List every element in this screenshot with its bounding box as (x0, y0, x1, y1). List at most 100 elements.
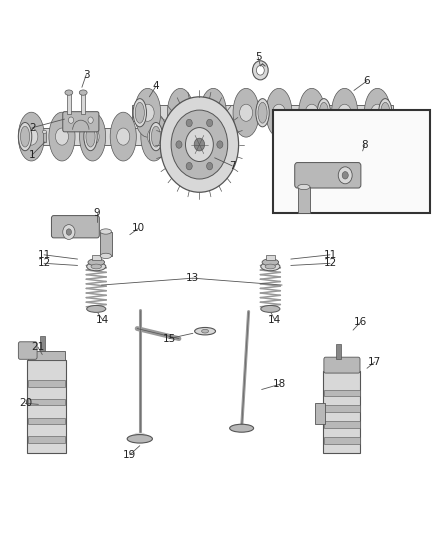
Ellipse shape (174, 104, 187, 122)
Ellipse shape (18, 123, 32, 151)
Ellipse shape (299, 88, 325, 137)
Ellipse shape (240, 104, 253, 122)
Bar (28, 436, 65, 442)
Ellipse shape (378, 99, 392, 127)
Ellipse shape (319, 102, 328, 123)
Text: 8: 8 (361, 140, 368, 150)
Circle shape (338, 167, 352, 184)
Bar (323, 371, 360, 453)
Ellipse shape (200, 88, 226, 137)
Ellipse shape (141, 104, 154, 122)
Ellipse shape (230, 424, 254, 432)
Ellipse shape (202, 112, 228, 161)
Circle shape (207, 163, 213, 170)
Text: 2: 2 (29, 123, 36, 133)
Ellipse shape (233, 88, 259, 137)
Bar (324, 406, 360, 412)
Text: 17: 17 (368, 357, 381, 367)
Ellipse shape (133, 99, 146, 127)
Circle shape (63, 224, 75, 239)
Circle shape (253, 61, 268, 80)
Ellipse shape (127, 434, 152, 443)
Ellipse shape (338, 104, 351, 122)
Ellipse shape (100, 229, 112, 234)
Ellipse shape (152, 126, 161, 147)
Ellipse shape (149, 123, 162, 151)
Bar (40, 336, 45, 351)
Ellipse shape (167, 88, 194, 137)
Ellipse shape (265, 264, 276, 269)
Text: 5: 5 (255, 52, 261, 62)
Text: 20: 20 (19, 398, 32, 408)
Text: 18: 18 (273, 379, 286, 389)
FancyBboxPatch shape (51, 216, 99, 238)
Ellipse shape (371, 104, 384, 122)
Text: 11: 11 (323, 250, 337, 260)
Ellipse shape (56, 128, 68, 145)
Circle shape (186, 163, 192, 170)
Ellipse shape (266, 88, 292, 137)
FancyBboxPatch shape (324, 357, 360, 373)
Circle shape (217, 141, 223, 148)
Circle shape (68, 117, 74, 123)
Polygon shape (127, 433, 152, 439)
Ellipse shape (178, 128, 191, 145)
Ellipse shape (194, 99, 208, 127)
FancyBboxPatch shape (18, 342, 37, 359)
Ellipse shape (141, 112, 167, 161)
Ellipse shape (197, 102, 206, 123)
Ellipse shape (364, 88, 391, 137)
Bar (27, 360, 66, 453)
Ellipse shape (147, 128, 160, 145)
Ellipse shape (261, 305, 280, 312)
Text: 13: 13 (186, 273, 200, 283)
Bar (273, 110, 430, 214)
Text: 16: 16 (354, 317, 367, 327)
Bar (324, 390, 360, 396)
Ellipse shape (207, 104, 220, 122)
Ellipse shape (25, 128, 38, 145)
Text: 15: 15 (162, 334, 176, 344)
Ellipse shape (194, 327, 215, 335)
Bar (298, 187, 310, 214)
Ellipse shape (87, 305, 106, 312)
Circle shape (185, 127, 213, 161)
Text: 14: 14 (268, 314, 281, 325)
Ellipse shape (80, 112, 106, 161)
Ellipse shape (305, 104, 318, 122)
Text: 1: 1 (28, 150, 35, 160)
Ellipse shape (49, 112, 75, 161)
Circle shape (342, 172, 348, 179)
Text: 9: 9 (94, 208, 100, 219)
Ellipse shape (256, 99, 269, 127)
Text: 11: 11 (37, 250, 51, 260)
Ellipse shape (86, 126, 95, 147)
Ellipse shape (18, 112, 44, 161)
Text: 7: 7 (229, 161, 235, 171)
Text: 10: 10 (132, 223, 145, 233)
Ellipse shape (84, 123, 97, 151)
Ellipse shape (262, 259, 279, 266)
Ellipse shape (317, 99, 331, 127)
Circle shape (88, 117, 93, 123)
FancyBboxPatch shape (295, 163, 361, 188)
Bar (28, 399, 65, 406)
Bar (92, 255, 101, 260)
Text: 3: 3 (83, 70, 89, 79)
Circle shape (194, 138, 205, 151)
Text: 14: 14 (96, 314, 109, 325)
Bar (43, 132, 46, 142)
Ellipse shape (258, 102, 267, 123)
FancyBboxPatch shape (63, 112, 99, 132)
Circle shape (207, 119, 213, 127)
Bar (132, 104, 393, 121)
Bar (28, 351, 65, 360)
Ellipse shape (215, 123, 228, 151)
Ellipse shape (261, 262, 280, 271)
Ellipse shape (135, 102, 145, 123)
Bar (336, 344, 341, 359)
Text: 12: 12 (37, 259, 51, 268)
Bar (324, 437, 360, 443)
Ellipse shape (88, 259, 105, 266)
Bar (315, 403, 325, 424)
